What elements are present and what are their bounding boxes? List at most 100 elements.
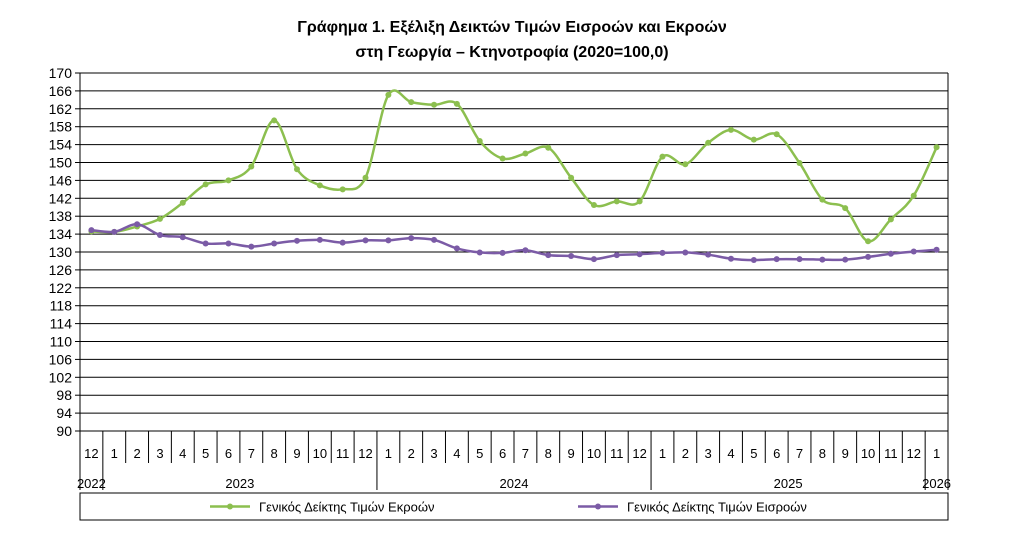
output-index-point [362,174,369,181]
input-index-point [134,221,141,228]
input-index-point [636,251,643,258]
y-tick-label: 130 [49,244,73,260]
input-index-point [271,240,278,247]
y-tick-label: 102 [49,369,73,385]
x-tick-label-year: 2022 [77,476,106,491]
y-tick-label: 166 [49,83,73,99]
x-tick-label-year: 2026 [922,476,951,491]
input-index-point [202,240,209,247]
legend-label: Γενικός Δείκτης Τιμών Εισροών [627,500,807,515]
input-index-point [339,239,346,246]
output-index-point [568,174,575,181]
output-index-point [202,181,209,188]
x-tick-label-month: 7 [248,446,255,461]
y-tick-label: 138 [49,208,73,224]
output-index-point [408,99,415,106]
x-tick-label-month: 12 [632,446,646,461]
y-tick-label: 106 [49,351,73,367]
x-tick-label-month: 6 [225,446,232,461]
input-index-point [659,249,666,256]
output-index-point [865,238,872,245]
x-tick-label-month: 3 [705,446,712,461]
x-tick-label-month: 7 [522,446,529,461]
x-tick-label-month: 3 [430,446,437,461]
x-tick-label-month: 7 [796,446,803,461]
y-tick-label: 146 [49,172,73,188]
chart-title-line-1: Γράφημα 1. Εξέλιξη Δεικτών Τιμών Εισροών… [297,19,727,36]
output-index-point [453,100,460,107]
legend-label: Γενικός Δείκτης Τιμών Εκροών [259,500,435,515]
input-index-point [682,249,689,256]
y-tick-label: 98 [56,387,72,403]
output-index-point [910,192,917,199]
input-index-point [750,257,757,264]
input-index-point [910,248,917,255]
input-index-point [294,237,300,244]
x-tick-label-month: 4 [179,446,186,461]
input-index-point [476,249,483,256]
x-tick-label-month: 5 [750,446,757,461]
x-tick-label-month: 12 [358,446,372,461]
input-index-point [819,256,826,263]
output-index-line [91,89,938,243]
y-tick-label: 94 [56,405,72,421]
output-index-point [887,216,894,223]
input-index-point [499,249,506,256]
output-index-point [819,196,826,203]
x-tick-label-month: 8 [545,446,552,461]
output-index-point [636,198,643,205]
x-tick-label-month: 5 [202,446,209,461]
x-tick-label-month: 6 [499,446,506,461]
x-tick-label-month: 12 [907,446,921,461]
output-index-point [590,202,597,209]
x-tick-label-month: 2 [133,446,140,461]
x-tick-label-month: 9 [842,446,849,461]
output-index-point [522,150,529,157]
legend-box [79,492,949,521]
output-index-point [499,155,506,162]
input-index-point [705,251,712,258]
y-tick-label: 150 [49,155,73,171]
x-tick-label-month: 9 [293,446,300,461]
input-index-point [453,245,460,252]
x-tick-label-month: 10 [587,446,601,461]
x-tick-label-month: 8 [271,446,278,461]
y-tick-label: 162 [49,101,73,117]
y-tick-label: 126 [49,262,73,278]
input-index-point [613,252,620,259]
input-index-point [796,256,803,263]
input-index-point [933,246,940,253]
output-index-point [933,144,940,151]
x-tick-label-month: 11 [884,446,898,461]
x-tick-label-month: 1 [111,446,118,461]
x-tick-label-year: 2025 [774,476,803,491]
x-tick-label-month: 3 [156,446,163,461]
input-index-point [865,253,872,260]
output-index-point [842,205,849,212]
input-index-point [316,236,323,243]
x-tick-label-month: 10 [313,446,327,461]
input-index-point [248,243,255,250]
output-index-point [271,117,278,124]
x-tick-label-month: 2 [408,446,415,461]
y-tick-label: 118 [50,298,73,314]
x-tick-label-month: 4 [453,446,460,461]
input-index-point [362,237,369,244]
y-tick-label: 90 [56,423,72,439]
legend-marker [227,503,233,510]
input-index-point [522,247,529,254]
x-tick-label-month: 11 [610,446,624,461]
input-index-point [568,253,575,260]
input-index-point [408,235,415,242]
y-tick-label: 170 [49,65,73,81]
x-tick-label-month: 10 [861,446,875,461]
input-index-point [545,252,552,259]
output-index-point [545,144,552,151]
input-index-point [590,256,597,263]
x-tick-label-year: 2023 [225,476,254,491]
output-index-point [385,91,392,98]
x-tick-label-month: 1 [385,446,392,461]
input-index-point [179,234,186,241]
output-index-point [659,153,666,160]
